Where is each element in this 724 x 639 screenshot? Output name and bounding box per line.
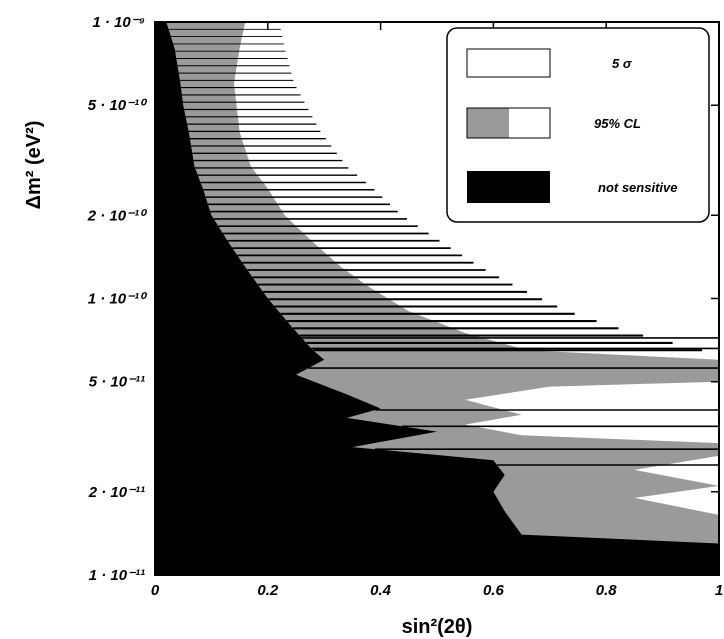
- legend: 5 σ 95% CL not sensitive: [446, 27, 710, 223]
- x-tick-label: 0: [151, 582, 160, 599]
- legend-swatch-not-sensitive: [467, 171, 550, 203]
- legend-label-not-sensitive: not sensitive: [598, 180, 677, 195]
- y-tick-label: 1 · 10⁻¹⁰: [88, 291, 148, 308]
- x-tick-label: 0.6: [483, 582, 505, 599]
- y-tick-label: 2 · 10⁻¹¹: [88, 484, 145, 501]
- y-tick-label: 5 · 10⁻¹⁰: [88, 97, 148, 114]
- y-tick-label: 5 · 10⁻¹¹: [89, 374, 145, 391]
- plot-area: [155, 22, 719, 575]
- oscillation-stripes: [166, 22, 719, 466]
- x-tick-label: 1: [715, 582, 723, 599]
- x-tick-label: 0.8: [596, 582, 618, 599]
- y-axis-title: Δm² (eV²): [23, 121, 45, 210]
- x-tick-label: 0.4: [370, 582, 392, 599]
- y-tick-label: 1 · 10⁻¹¹: [89, 567, 145, 584]
- x-axis-ticks: 0 0.2 0.4 0.6 0.8 1: [151, 22, 723, 599]
- region-not-sensitive: [155, 22, 719, 575]
- legend-swatch-95cl-frame: [466, 107, 551, 139]
- x-tick-label: 0.2: [257, 582, 279, 599]
- x-axis-title: sin²(2θ): [402, 616, 473, 638]
- y-tick-label: 2 · 10⁻¹⁰: [87, 207, 148, 224]
- legend-label-95cl: 95% CL: [594, 116, 641, 131]
- legend-label-5sigma: 5 σ: [612, 56, 633, 71]
- y-axis-ticks: 1 · 10⁻⁹ 5 · 10⁻¹⁰ 2 · 10⁻¹⁰ 1 · 10⁻¹⁰ 5 · 1…: [87, 14, 719, 584]
- legend-swatch-5sigma: [466, 48, 551, 78]
- legend-swatch-95cl-gray: [467, 108, 509, 138]
- y-tick-label: 1 · 10⁻⁹: [92, 14, 145, 31]
